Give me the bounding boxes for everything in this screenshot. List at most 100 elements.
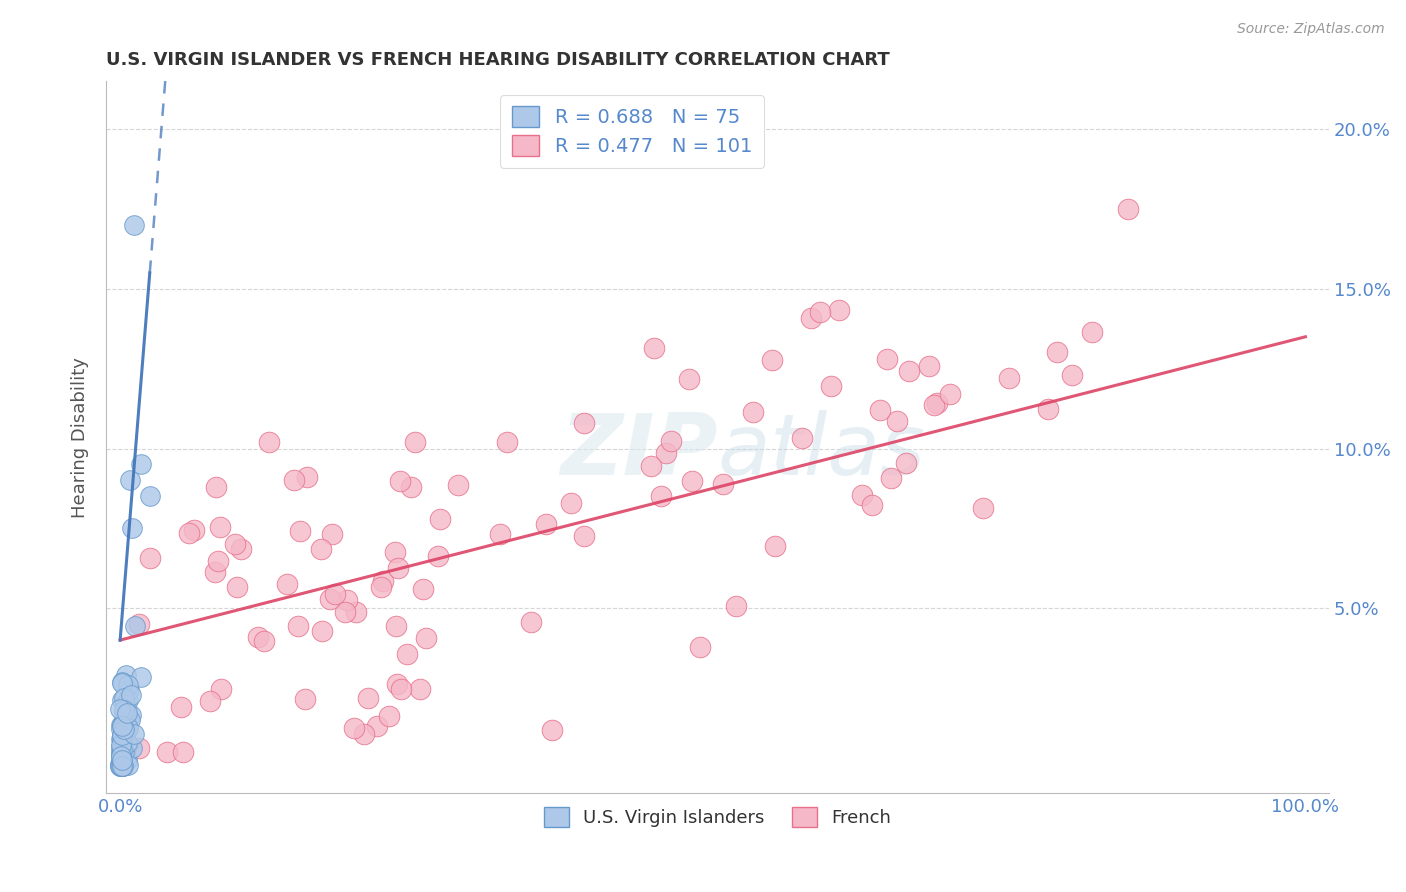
Point — [117, 720, 139, 734]
Point — [318, 591, 340, 606]
Point — [112, 703, 135, 717]
Point — [110, 738, 132, 752]
Point — [183, 523, 205, 537]
Point — [659, 434, 682, 449]
Point — [115, 706, 138, 721]
Legend: U.S. Virgin Islanders, French: U.S. Virgin Islanders, French — [537, 800, 898, 834]
Point — [111, 718, 134, 732]
Point — [998, 371, 1021, 385]
Point — [808, 305, 831, 319]
Point — [447, 478, 470, 492]
Point — [869, 402, 891, 417]
Point — [110, 759, 132, 773]
Point — [519, 615, 541, 629]
Point — [541, 723, 564, 738]
Point — [224, 537, 246, 551]
Point — [231, 542, 253, 557]
Point — [115, 725, 138, 739]
Point — [370, 581, 392, 595]
Point — [388, 474, 411, 488]
Point — [114, 713, 136, 727]
Point — [170, 700, 193, 714]
Point — [321, 527, 343, 541]
Point — [111, 675, 134, 690]
Point — [879, 471, 901, 485]
Point — [336, 593, 359, 607]
Point — [111, 693, 134, 707]
Point — [711, 477, 734, 491]
Point — [139, 490, 162, 504]
Point — [323, 587, 346, 601]
Point — [117, 737, 139, 751]
Point — [412, 582, 434, 596]
Point — [560, 496, 582, 510]
Point — [110, 757, 132, 772]
Point — [761, 352, 783, 367]
Point — [114, 746, 136, 760]
Point — [572, 529, 595, 543]
Point — [820, 379, 842, 393]
Point — [110, 701, 132, 715]
Point — [384, 545, 406, 559]
Point — [124, 218, 146, 232]
Text: Source: ZipAtlas.com: Source: ZipAtlas.com — [1237, 22, 1385, 37]
Point — [343, 721, 366, 735]
Point — [111, 759, 134, 773]
Point — [415, 631, 437, 645]
Point — [860, 498, 883, 512]
Point — [309, 542, 332, 557]
Point — [117, 721, 139, 735]
Point — [387, 561, 409, 575]
Point — [489, 527, 512, 541]
Point — [111, 742, 134, 756]
Point — [799, 310, 821, 325]
Point — [209, 520, 232, 534]
Point — [114, 713, 136, 727]
Point — [1116, 202, 1139, 216]
Point — [257, 434, 280, 449]
Point — [344, 605, 367, 619]
Point — [111, 730, 134, 744]
Point — [886, 414, 908, 428]
Point — [426, 549, 449, 563]
Point — [1080, 325, 1102, 339]
Point — [288, 524, 311, 538]
Point — [297, 469, 319, 483]
Point — [655, 446, 678, 460]
Point — [115, 716, 138, 731]
Point — [377, 709, 399, 723]
Point — [276, 577, 298, 591]
Point — [371, 574, 394, 589]
Point — [138, 551, 160, 566]
Point — [110, 759, 132, 773]
Point — [118, 474, 141, 488]
Point — [1038, 401, 1060, 416]
Point — [689, 640, 711, 654]
Point — [117, 757, 139, 772]
Point — [129, 670, 152, 684]
Point — [534, 517, 557, 532]
Point — [111, 734, 134, 748]
Point — [247, 631, 270, 645]
Point — [851, 488, 873, 502]
Point — [111, 728, 134, 742]
Text: atlas: atlas — [717, 410, 925, 493]
Point — [111, 727, 134, 741]
Point — [110, 752, 132, 766]
Point — [120, 713, 142, 727]
Point — [640, 459, 662, 474]
Point — [385, 677, 408, 691]
Point — [572, 417, 595, 431]
Point — [253, 633, 276, 648]
Point — [927, 396, 949, 410]
Point — [792, 432, 814, 446]
Point — [110, 739, 132, 754]
Point — [209, 682, 232, 697]
Point — [110, 749, 132, 764]
Point — [114, 698, 136, 712]
Point — [396, 647, 419, 661]
Point — [429, 512, 451, 526]
Point — [897, 364, 920, 378]
Point — [111, 737, 134, 751]
Point — [198, 694, 221, 708]
